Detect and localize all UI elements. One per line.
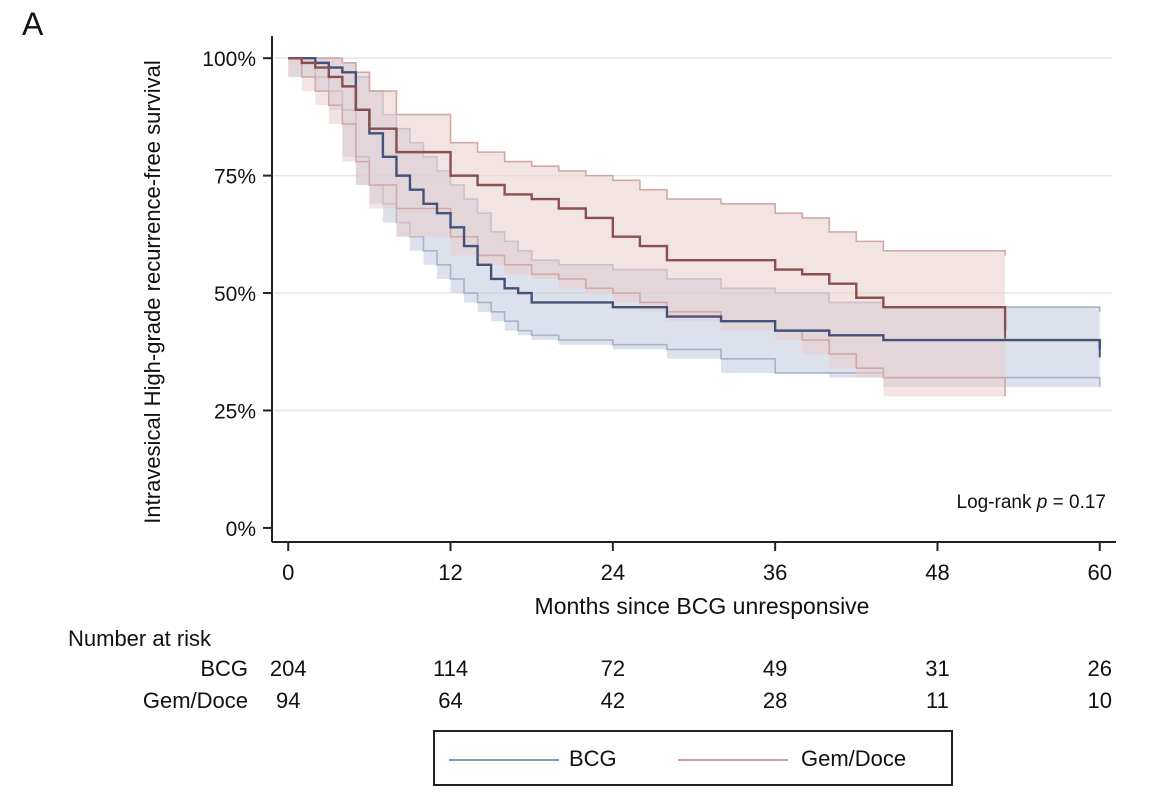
legend-swatch-bcg (449, 759, 559, 761)
x-axis-label: Months since BCG unresponsive (535, 593, 870, 619)
risk-value-gemdoce-60: 10 (1087, 688, 1113, 713)
km-chart: 0% 25% 50% 75% 100% 0 12 24 36 48 60 Intravesical … (140, 36, 1116, 619)
y-tick-label-50: 50% (214, 283, 256, 306)
annotation-prefix: Log-rank (957, 492, 1037, 513)
risk-value-bcg-0: 204 (269, 656, 307, 681)
risk-value-bcg-12: 114 (432, 656, 469, 681)
panel-label: A (22, 6, 44, 42)
ci-upper-gemdoce (288, 57, 1006, 256)
legend: BCG Gem/Doce (433, 730, 953, 786)
risk-value-gemdoce-24: 42 (600, 688, 626, 713)
risk-row-label-bcg: BCG (200, 656, 248, 681)
x-tick-label-60: 60 (1088, 560, 1112, 585)
x-tick-label-12: 12 (438, 560, 462, 585)
y-tick-label-0: 0% (226, 518, 256, 541)
risk-value-gemdoce-36: 28 (762, 688, 788, 713)
annotation-suffix: = 0.17 (1047, 492, 1106, 513)
legend-label-gemdoce: Gem/Doce (801, 746, 907, 771)
logrank-annotation: Log-rank p = 0.17 (957, 492, 1107, 513)
y-tick-label-25: 25% (214, 400, 256, 423)
ci-lower-gemdoce (288, 57, 1006, 397)
confidence-bands (288, 57, 1101, 397)
x-tick-label-48: 48 (925, 560, 949, 585)
risk-value-gemdoce-12: 64 (438, 688, 463, 713)
y-tick-label-75: 75% (214, 166, 256, 189)
annotation-p: p (1036, 492, 1048, 513)
risk-value-gemdoce-0: 94 (275, 688, 301, 713)
x-tick-label-24: 24 (601, 560, 625, 585)
x-tick-label-36: 36 (763, 560, 787, 585)
risk-table-title: Number at risk (68, 626, 212, 651)
legend-label-bcg: BCG (569, 746, 617, 771)
risk-value-bcg-24: 72 (600, 656, 626, 681)
risk-value-bcg-48: 31 (925, 656, 950, 681)
survival-curves (288, 56, 1101, 358)
risk-value-bcg-60: 26 (1087, 656, 1113, 681)
y-axis-label: Intravesical High-grade recurrence-free … (140, 60, 165, 523)
axes: 0% 25% 50% 75% 100% 0 12 24 36 48 60 (202, 36, 1116, 585)
legend-swatch-gemdoce (678, 759, 788, 761)
x-tick-label-0: 0 (282, 560, 294, 585)
survival-line-gemdoce (288, 56, 1007, 331)
risk-value-bcg-36: 49 (762, 656, 788, 681)
y-tick-label-100: 100% (202, 48, 256, 71)
risk-row-label-gemdoce: Gem/Doce (142, 688, 248, 713)
risk-value-gemdoce-48: 11 (926, 688, 949, 713)
